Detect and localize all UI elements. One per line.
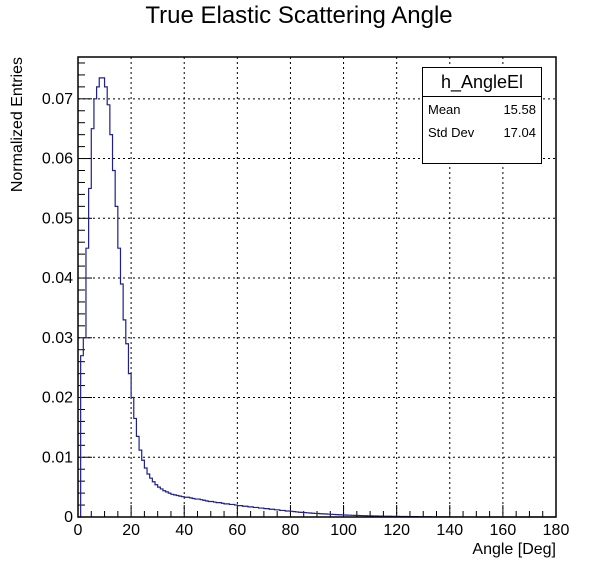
x-tick-labels: 0 20 40 60 80 100 120 140 160 180 [74,522,570,539]
x-tick-label: 0 [74,522,83,539]
y-tick-label: 0.07 [42,91,73,108]
x-tick-label: 80 [282,522,300,539]
y-tick-label: 0.04 [42,270,73,287]
stats-row-mean: Mean 15.58 [423,97,541,120]
y-tick-label: 0.06 [42,151,73,168]
stats-mean-value: 15.58 [503,102,536,117]
y-tick-label: 0.05 [42,210,73,227]
x-tick-label: 180 [543,522,570,539]
plot-frame [77,56,557,518]
y-tick-label: 0.01 [42,449,73,466]
x-tick-label: 60 [228,522,246,539]
y-tick-label: 0 [64,509,73,526]
stats-row-stddev: Std Dev 17.04 [423,120,541,143]
stats-box-name: h_AngleEl [423,68,541,97]
x-tick-label: 160 [490,522,517,539]
axis-ticks [77,62,557,518]
grid [78,57,556,517]
x-tick-label: 40 [175,522,193,539]
y-tick-label: 0.02 [42,390,73,407]
x-tick-label: 120 [383,522,410,539]
x-tick-label: 140 [436,522,463,539]
y-tick-label: 0.03 [42,330,73,347]
y-tick-labels: 0 0.01 0.02 0.03 0.04 0.05 0.06 0.07 [42,91,73,526]
stats-mean-label: Mean [428,102,461,117]
x-axis-title: Angle [Deg] [472,541,556,558]
x-tick-label: 100 [330,522,357,539]
stats-stddev-value: 17.04 [503,125,536,140]
x-tick-label: 20 [122,522,140,539]
stats-stddev-label: Std Dev [428,125,475,140]
chart-title: True Elastic Scattering Angle [145,2,453,29]
stats-box: h_AngleEl Mean 15.58 Std Dev 17.04 [422,67,542,164]
y-axis-title: Normalized Entries [9,57,26,192]
